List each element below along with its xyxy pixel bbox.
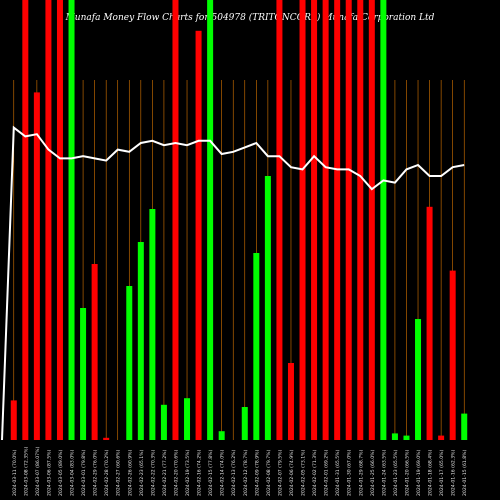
x-tick-label: 2024-01-23 (65.5%) xyxy=(393,449,399,496)
x-tick-label: 2024-02-22 (70.3%) xyxy=(150,449,156,496)
x-tick-label: 2024-01-15 (61.8%) xyxy=(462,449,468,496)
x-tick-label: 2024-02-19 (73.5%) xyxy=(185,449,191,496)
bar xyxy=(137,242,144,440)
x-tick-label: 2024-02-20 (70.6%) xyxy=(173,449,179,496)
bar xyxy=(184,398,191,440)
x-tick-label: 2024-03-05 (89.0%) xyxy=(58,449,64,496)
x-tick-label: 2024-02-16 (74.2%) xyxy=(197,449,203,496)
x-tick-label: 2024-02-06 (74.9%) xyxy=(289,449,295,496)
x-tick-label: 2024-02-26 (60.9%) xyxy=(127,449,133,496)
bar xyxy=(287,363,294,440)
x-tick-label: 2024-03-08 (72.35%) xyxy=(23,447,29,496)
bar xyxy=(160,404,167,440)
bar xyxy=(45,0,52,440)
bar xyxy=(311,0,318,440)
bar xyxy=(299,0,306,440)
x-tick-label: 2024-01-18 (68.4%) xyxy=(428,449,434,496)
x-tick-label: 2024-02-21 (77.2%) xyxy=(162,449,168,496)
bar xyxy=(426,206,433,440)
bar xyxy=(368,0,375,440)
bar xyxy=(68,0,75,440)
x-tick-label: 2024-01-25 (66.0%) xyxy=(370,449,376,496)
bar xyxy=(207,0,214,440)
bar xyxy=(22,0,29,440)
bar xyxy=(218,431,225,440)
x-tick-label: 2024-02-08 (79.7%) xyxy=(266,449,272,496)
x-tick-label: 2024-02-09 (78.9%) xyxy=(254,449,260,496)
bar xyxy=(449,270,456,440)
bar xyxy=(33,92,40,441)
bar xyxy=(80,308,87,440)
x-tick-label: 2024-01-24 (63.5%) xyxy=(381,449,387,496)
flow-line xyxy=(1,125,465,441)
x-tick-label: 2024-01-29 (68.7%) xyxy=(358,449,364,496)
x-tick-label: 2024-01-16 (62.3%) xyxy=(451,449,457,496)
x-tick-label: 2024-03-11 (70.0%) xyxy=(12,449,18,496)
x-tick-label: 2024-02-28 (70.2%) xyxy=(104,449,110,496)
x-tick-label: 2024-02-01 (69.2%) xyxy=(324,449,330,496)
x-tick-label: 2024-02-14 (74.0%) xyxy=(220,449,226,496)
bar xyxy=(241,407,248,440)
bar xyxy=(10,400,17,440)
x-tick-label: 2024-01-19 (69.0%) xyxy=(416,449,422,496)
x-tick-label: 2024-02-02 (71.3%) xyxy=(312,449,318,496)
bar xyxy=(264,176,271,440)
bar xyxy=(56,0,63,440)
bar xyxy=(438,435,445,440)
bar xyxy=(172,0,179,440)
bar xyxy=(415,319,422,440)
bar xyxy=(357,0,364,440)
x-tick-label: 2024-02-05 (73.1%) xyxy=(301,449,307,496)
x-tick-label: 2024-02-23 (65.1%) xyxy=(139,449,145,496)
bar xyxy=(391,433,398,440)
bar xyxy=(461,413,468,440)
bar xyxy=(380,0,387,440)
x-tick-labels: 2024-03-11 (70.0%) 2024-03-08 (72.35%) 202… xyxy=(12,447,468,496)
bar xyxy=(149,209,156,440)
chart-title: Munafa Money Flow Charts for 504978 (TRI… xyxy=(65,13,435,23)
x-tick-label: 2024-01-20 (66.5%) xyxy=(404,449,410,496)
bar xyxy=(322,0,329,440)
bar-layer xyxy=(10,0,468,441)
x-tick-label: 2024-02-29 (76.0%) xyxy=(93,449,99,496)
x-tick-label: 2024-03-01 (79.8%) xyxy=(81,449,87,496)
bar xyxy=(276,0,283,440)
bar xyxy=(253,253,260,440)
x-tick-label: 2024-03-06 (87.5%) xyxy=(46,449,52,496)
x-tick-label: 2024-03-07 (86.07%) xyxy=(35,447,41,496)
x-tick-label: 2024-02-07 (79.5%) xyxy=(277,449,283,496)
x-tick-label: 2024-01-31 (65.5%) xyxy=(335,449,341,496)
bar xyxy=(91,264,98,440)
bar xyxy=(103,437,110,440)
x-tick-label: 2024-02-27 (60.6%) xyxy=(116,449,122,496)
bar xyxy=(195,30,202,441)
x-tick-label: 2024-02-15 (77.8%) xyxy=(208,449,214,496)
bar xyxy=(334,0,341,440)
bar xyxy=(403,435,410,440)
bar xyxy=(345,0,352,440)
x-tick-label: 2024-02-12 (78.7%) xyxy=(243,449,249,496)
x-tick-label: 2024-02-13 (76.2%) xyxy=(231,449,237,496)
x-tick-label: 2024-01-30 (67.0%) xyxy=(347,449,353,496)
x-tick-label: 2024-01-17 (65.0%) xyxy=(439,449,445,496)
x-tick-label: 2024-03-04 (83.0%) xyxy=(70,449,76,496)
bar xyxy=(126,286,133,440)
